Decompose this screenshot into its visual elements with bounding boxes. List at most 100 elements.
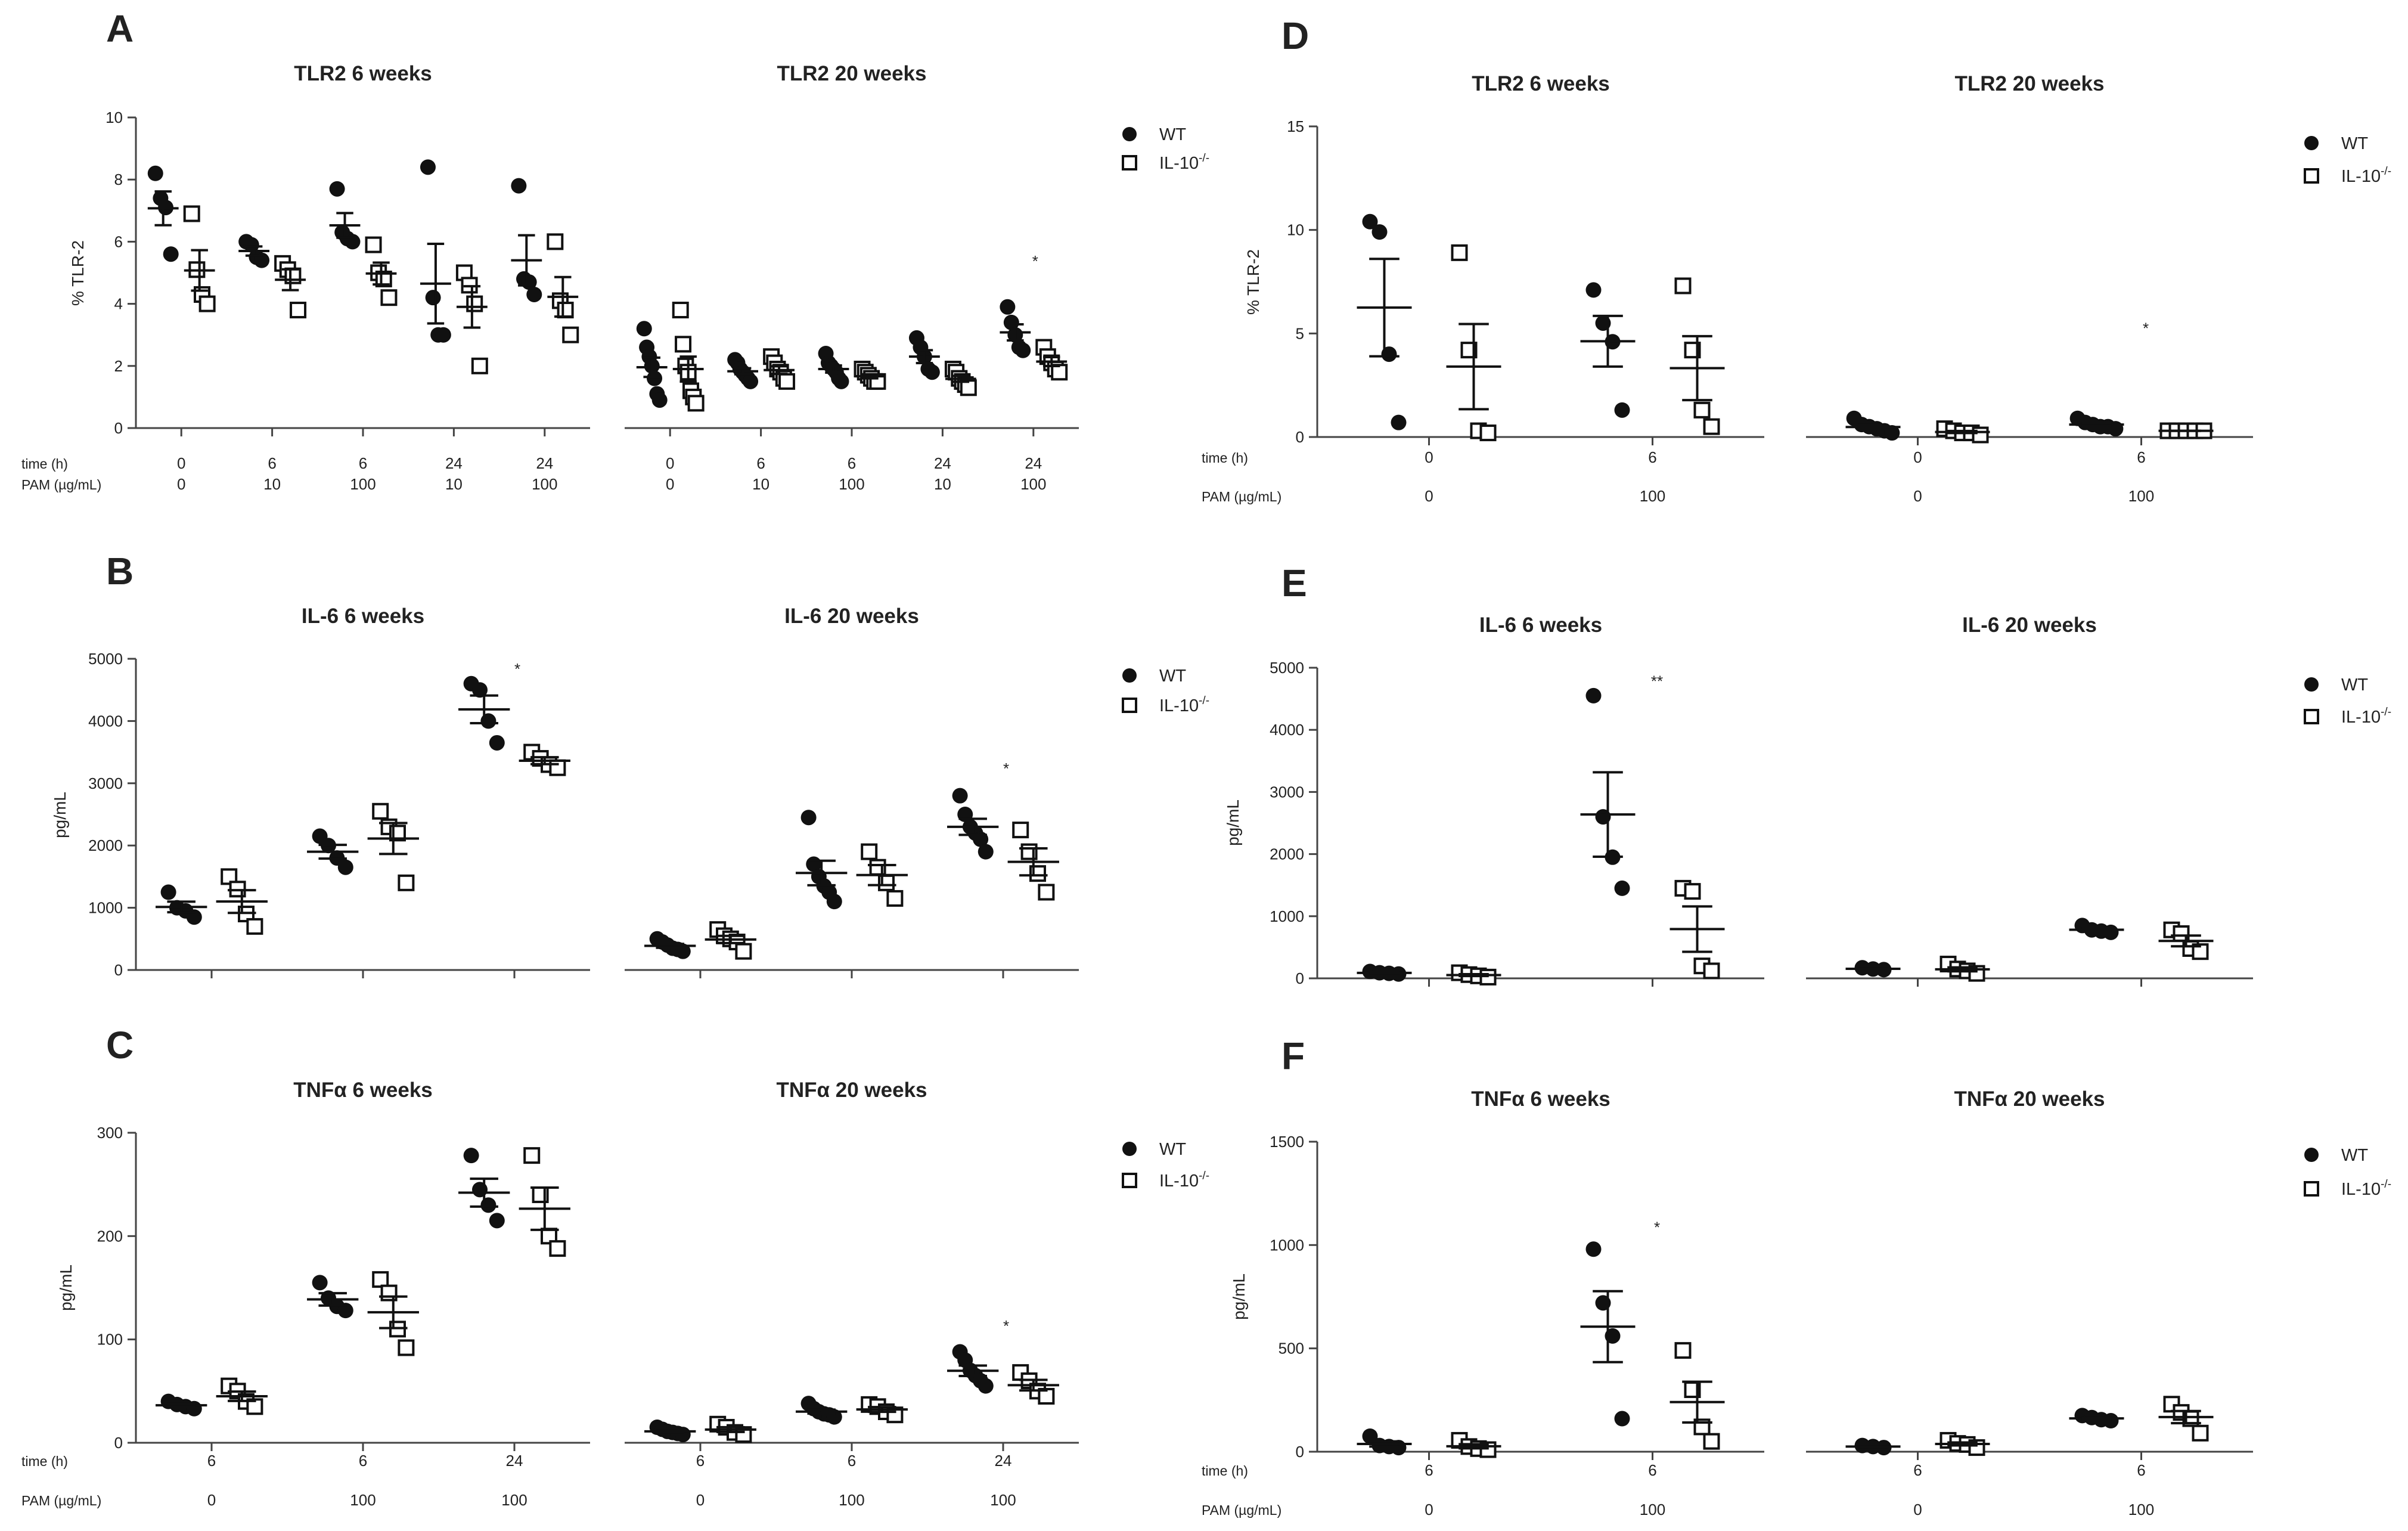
wt-point xyxy=(1000,299,1016,315)
legend-il10-superscript: -/- xyxy=(1199,695,1209,707)
y-tick-label: 0 xyxy=(114,1434,123,1452)
panel-letter-f: F xyxy=(1281,1034,1305,1077)
panel-letter-a: A xyxy=(106,7,134,50)
legend-wt-marker xyxy=(2304,677,2319,692)
panel-b-1: IL-6 6 weeks 0 1000 2000 3000 4000 5000 pg/mL * xyxy=(51,605,590,979)
time-row-label: time (h) xyxy=(21,1453,68,1469)
group-1 xyxy=(1357,213,1501,442)
panel-title: TLR2 6 weeks xyxy=(1472,72,1610,95)
il10-point xyxy=(221,868,238,885)
wt-point xyxy=(1614,402,1630,418)
group-5 xyxy=(1000,299,1068,381)
wt-point xyxy=(463,1148,479,1164)
wt-point xyxy=(952,788,968,804)
wt-point xyxy=(978,1378,994,1394)
significance-marker: * xyxy=(2143,319,2149,337)
group-2 xyxy=(238,234,307,319)
panel-c-1: TNFα 6 weeks 0 100 200 300 pg/mL 6 0 6 100 24 100 xyxy=(57,1078,590,1509)
wt-point xyxy=(163,246,179,262)
wt-point xyxy=(472,682,488,698)
wt-point xyxy=(489,734,505,751)
pam-label: 0 xyxy=(696,1491,705,1509)
legend-il10-superscript: -/- xyxy=(2381,706,2391,718)
time-label: 6 xyxy=(207,1452,216,1470)
group-2 xyxy=(307,1271,419,1356)
y-tick-label: 0 xyxy=(114,961,123,979)
legend-il10-label: IL-10-/- xyxy=(2341,1178,2391,1199)
time-label: 6 xyxy=(268,454,276,472)
y-tick-label: 10 xyxy=(1287,221,1304,239)
il10-point xyxy=(861,843,878,860)
wt-point xyxy=(312,1275,328,1291)
il10-point xyxy=(380,289,398,306)
pam-label: 100 xyxy=(839,1491,864,1509)
time-label: 6 xyxy=(1425,1461,1433,1479)
y-tick-label: 300 xyxy=(97,1124,123,1142)
group-1 xyxy=(1845,1431,1990,1456)
y-tick-label: 1500 xyxy=(1270,1133,1304,1151)
y-tick-label: 1000 xyxy=(88,899,123,917)
time-label: 6 xyxy=(756,454,765,472)
panel-title: TNFα 20 weeks xyxy=(776,1078,927,1102)
pam-label: 10 xyxy=(934,475,951,493)
group-2 xyxy=(2069,1396,2214,1442)
wt-point xyxy=(329,181,345,197)
group-2 xyxy=(796,810,908,910)
panel-title: IL-6 6 weeks xyxy=(302,605,424,628)
y-tick-label: 3000 xyxy=(1270,783,1304,801)
group-3 xyxy=(947,1344,1059,1405)
panel-e-2: IL-6 20 weeks xyxy=(1806,613,2253,987)
legend-il10-marker xyxy=(2304,709,2319,724)
wt-point xyxy=(243,237,259,253)
group-5 xyxy=(511,178,579,343)
wt-point xyxy=(435,327,451,343)
panel-title: TNFα 6 weeks xyxy=(1471,1087,1610,1111)
legend-wt-marker xyxy=(1122,668,1137,683)
group-2 xyxy=(2069,918,2214,960)
pam-label: 10 xyxy=(263,475,281,493)
pam-label: 100 xyxy=(350,1491,376,1509)
panel-title: IL-6 20 weeks xyxy=(1962,613,2097,637)
group-3 xyxy=(329,181,398,306)
pam-label: 100 xyxy=(532,475,557,493)
y-tick-label: 5000 xyxy=(88,650,123,668)
group-3 xyxy=(458,1147,570,1257)
pam-label: 100 xyxy=(1640,487,1665,505)
wt-point xyxy=(345,234,361,250)
il10-point xyxy=(1693,401,1711,419)
time-label: 24 xyxy=(934,454,951,472)
pam-row-label: PAM (µg/mL) xyxy=(1202,1502,1281,1518)
y-tick-label: 10 xyxy=(105,109,123,126)
il10-point xyxy=(1479,424,1497,442)
y-tick-label: 4000 xyxy=(88,712,123,730)
legend-wt-label: WT xyxy=(1159,667,1186,686)
group-3 xyxy=(458,675,570,776)
significance-marker: ** xyxy=(1651,672,1663,690)
legend-il10-marker xyxy=(1122,1173,1137,1188)
legend-wt-marker xyxy=(2304,1148,2319,1162)
panel-f-2: TNFα 20 weeks 6 0 6 100 xyxy=(1806,1087,2253,1518)
y-axis-label: pg/mL xyxy=(1224,799,1242,846)
il10-point xyxy=(523,1147,541,1164)
il10-point xyxy=(886,890,904,907)
y-tick-label: 4000 xyxy=(1270,721,1304,739)
panel-title: TLR2 6 weeks xyxy=(294,62,432,85)
group-2 xyxy=(1580,1241,1725,1450)
il10-point xyxy=(2192,1424,2209,1442)
wt-point xyxy=(1391,414,1407,430)
pam-label: 100 xyxy=(350,475,376,493)
group-1 xyxy=(644,921,756,960)
y-tick-label: 1000 xyxy=(1270,907,1304,925)
y-tick-label: 4 xyxy=(114,295,123,313)
legend-wt-label: WT xyxy=(2341,1146,2368,1165)
legend-wt-marker xyxy=(1122,1142,1137,1156)
time-label: 0 xyxy=(1425,448,1433,466)
il10-point xyxy=(549,1240,566,1257)
time-label: 24 xyxy=(506,1452,523,1470)
y-tick-label: 15 xyxy=(1287,117,1304,135)
time-label: 6 xyxy=(2137,1461,2145,1479)
significance-marker: * xyxy=(1032,252,1038,270)
panel-title: TNFα 6 weeks xyxy=(293,1078,433,1102)
legend-il10-marker xyxy=(2304,168,2319,184)
